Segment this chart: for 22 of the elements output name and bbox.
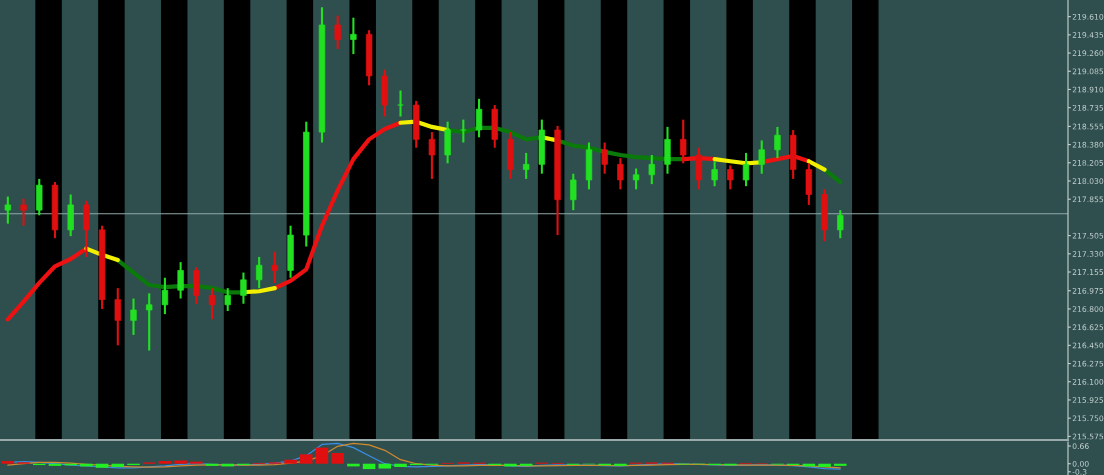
- bar: [818, 463, 831, 467]
- bar: [158, 461, 172, 464]
- candlestick: [20, 197, 27, 227]
- bar: [315, 447, 329, 464]
- bar: [284, 459, 297, 464]
- bar: [1, 461, 15, 464]
- bar: [111, 463, 125, 467]
- candlestick: [4, 195, 12, 225]
- bar: [362, 463, 376, 470]
- candlestick: [632, 167, 640, 191]
- bar: [331, 453, 344, 464]
- bar: [95, 463, 109, 468]
- bar: [394, 463, 407, 467]
- bar: [614, 463, 627, 466]
- bar: [833, 463, 847, 466]
- bar: [378, 463, 392, 469]
- candlestick: [397, 89, 404, 118]
- candlestick: [146, 292, 153, 352]
- bar: [299, 454, 313, 464]
- candlestick: [460, 118, 467, 144]
- bar: [190, 461, 203, 464]
- bar: [174, 460, 187, 464]
